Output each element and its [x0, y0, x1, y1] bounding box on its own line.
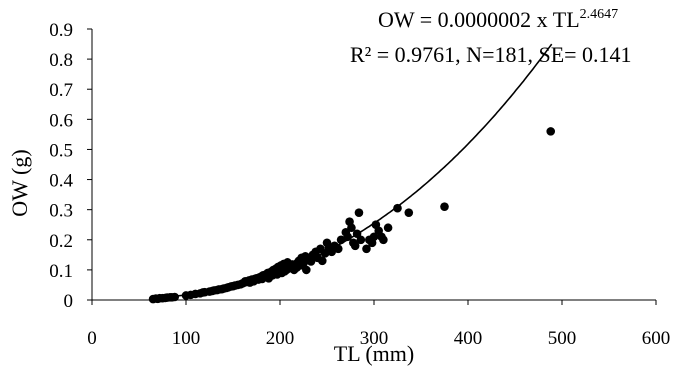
equation-annotation: OW = 0.0000002 x TL2.4647 — [378, 7, 618, 32]
data-point — [350, 241, 360, 251]
y-tick-label: 0.4 — [49, 171, 73, 192]
data-point — [362, 244, 371, 254]
data-point — [306, 257, 316, 266]
x-tick-label: 200 — [266, 328, 295, 349]
equation-exponent: 2.4647 — [580, 7, 619, 22]
x-tick-label: 0 — [87, 328, 97, 349]
y-tick-label: 0.3 — [49, 201, 73, 222]
y-tick-label: 0.5 — [49, 140, 73, 161]
data-point — [356, 235, 366, 245]
y-tick-label: 0.9 — [49, 20, 73, 41]
data-point — [379, 235, 388, 245]
x-tick-label: 500 — [548, 328, 577, 349]
y-tick-label: 0.7 — [49, 80, 73, 101]
x-tick-label: 300 — [360, 328, 389, 349]
data-points — [148, 127, 556, 304]
equation-main: OW = 0.0000002 x TL — [378, 7, 580, 32]
y-axis-ticks: 0 0.1 0.2 0.3 0.4 0.5 0.6 0.7 0.8 0.9 — [49, 20, 92, 312]
data-point — [393, 203, 402, 213]
x-axis-title: TL (mm) — [334, 341, 414, 366]
x-tick-label: 400 — [454, 328, 483, 349]
y-tick-label: 0.2 — [49, 231, 73, 252]
data-point — [343, 232, 352, 242]
power-trendline — [153, 43, 553, 299]
x-tick-label: 600 — [642, 328, 671, 349]
data-point — [170, 292, 180, 302]
y-tick-label: 0 — [64, 291, 74, 312]
data-point — [318, 256, 327, 266]
data-point — [333, 244, 343, 254]
y-axis-title: OW (g) — [7, 149, 32, 216]
data-point — [369, 232, 379, 242]
data-point — [336, 235, 346, 245]
data-point — [354, 208, 364, 217]
y-tick-label: 0.6 — [49, 110, 73, 131]
axes — [91, 29, 656, 301]
y-tick-label: 0.1 — [49, 261, 73, 282]
data-point — [404, 208, 414, 217]
x-axis-ticks: 0 100 200 300 400 500 600 — [87, 300, 670, 349]
data-point — [302, 265, 311, 275]
y-tick-label: 0.8 — [49, 50, 73, 71]
x-tick-label: 100 — [172, 328, 201, 349]
data-point — [347, 223, 356, 233]
stats-annotation: R² = 0.9761, N=181, SE= 0.141 — [350, 42, 632, 67]
data-point — [383, 223, 393, 233]
data-point — [546, 127, 556, 136]
data-point — [440, 202, 449, 211]
